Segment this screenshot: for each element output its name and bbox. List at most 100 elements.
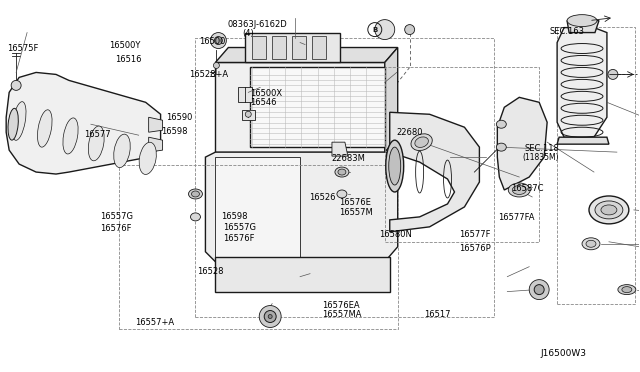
Polygon shape [312,36,326,60]
Polygon shape [216,48,397,62]
Text: 16580N: 16580N [380,230,412,240]
Polygon shape [252,36,266,60]
Text: 16598: 16598 [221,212,248,221]
Circle shape [404,25,415,35]
Ellipse shape [508,183,530,197]
Ellipse shape [191,191,200,197]
Ellipse shape [189,189,202,199]
Ellipse shape [567,15,597,26]
Text: (11835M): (11835M) [522,153,559,161]
Ellipse shape [12,102,26,140]
Ellipse shape [582,238,600,250]
Polygon shape [245,33,340,62]
Polygon shape [205,152,397,262]
Text: 16516: 16516 [115,55,141,64]
Text: 16500X: 16500X [250,89,282,98]
Polygon shape [567,20,599,33]
Text: 16576F: 16576F [223,234,255,243]
Polygon shape [6,73,161,174]
Polygon shape [238,87,252,102]
Text: 16576F: 16576F [100,224,132,233]
Circle shape [264,311,276,323]
Ellipse shape [388,147,401,185]
Bar [557,26,635,304]
Text: 16557MA: 16557MA [322,311,362,320]
Bar [385,67,539,242]
Ellipse shape [601,205,617,215]
Polygon shape [292,36,306,60]
Circle shape [529,280,549,299]
Polygon shape [497,97,547,190]
Text: 16587C: 16587C [511,185,544,193]
Text: 16577: 16577 [84,129,111,139]
Circle shape [245,111,252,117]
Circle shape [11,80,21,90]
Text: 16590: 16590 [166,113,192,122]
Ellipse shape [386,140,404,192]
Circle shape [608,70,618,79]
Ellipse shape [139,142,156,174]
Text: (4): (4) [242,29,254,38]
Circle shape [213,62,220,68]
Text: J16500W3: J16500W3 [540,349,586,358]
Text: SEC.163: SEC.163 [550,26,584,36]
Text: 16575F: 16575F [8,44,39,53]
Text: 16557G: 16557G [223,223,256,232]
Text: 16528: 16528 [198,267,224,276]
Ellipse shape [335,167,349,177]
Polygon shape [332,142,348,156]
Ellipse shape [622,286,632,293]
Text: 16526: 16526 [309,193,335,202]
Polygon shape [250,67,385,147]
Circle shape [211,33,227,48]
Ellipse shape [63,118,78,154]
Ellipse shape [497,143,506,151]
Circle shape [259,305,281,327]
Text: 16576E: 16576E [339,198,371,207]
Ellipse shape [88,126,104,161]
Ellipse shape [114,134,131,168]
Text: 16576P: 16576P [459,244,491,253]
Ellipse shape [191,213,200,221]
Ellipse shape [415,137,428,147]
Text: 16557M: 16557M [339,208,373,217]
Bar [195,38,494,317]
Text: 16517: 16517 [424,311,451,320]
Ellipse shape [8,108,19,140]
Text: 16598: 16598 [161,126,187,136]
Polygon shape [148,137,163,152]
Ellipse shape [595,201,623,219]
Polygon shape [148,117,163,132]
Text: 16500Y: 16500Y [109,41,141,50]
Circle shape [268,314,272,318]
Text: 22680: 22680 [397,128,423,137]
Text: 16528+A: 16528+A [189,70,228,79]
Text: 16577FA: 16577FA [499,213,535,222]
Polygon shape [216,257,390,292]
Text: 16576EA: 16576EA [322,301,360,310]
Text: B: B [372,26,378,33]
Ellipse shape [337,190,347,198]
Circle shape [375,20,395,39]
Polygon shape [557,28,607,137]
Polygon shape [557,137,609,144]
Polygon shape [216,62,385,152]
Text: 16557G: 16557G [100,212,133,221]
Ellipse shape [618,285,636,295]
Text: SEC.118: SEC.118 [524,144,559,153]
Text: 16546: 16546 [250,98,276,107]
Polygon shape [390,112,479,232]
Polygon shape [216,157,300,257]
Ellipse shape [586,240,596,247]
Text: 22683M: 22683M [332,154,365,163]
Polygon shape [272,36,286,60]
Text: 08363J-6162D: 08363J-6162D [228,20,287,29]
Text: 16557+A: 16557+A [135,318,174,327]
Polygon shape [243,110,255,120]
Ellipse shape [38,110,52,147]
Ellipse shape [338,169,346,175]
Ellipse shape [411,134,432,151]
Text: 16500: 16500 [199,37,225,46]
Bar [119,165,397,330]
Polygon shape [385,48,397,152]
